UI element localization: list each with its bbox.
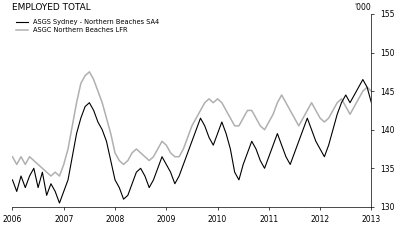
ASGS Sydney - Northern Beaches SA4 xyxy=(262,167,267,170)
Line: ASGC Northern Beaches LFR: ASGC Northern Beaches LFR xyxy=(12,37,397,176)
ASGS Sydney - Northern Beaches SA4 xyxy=(258,159,263,162)
ASGC Northern Beaches LFR xyxy=(262,128,267,131)
ASGS Sydney - Northern Beaches SA4 xyxy=(10,178,15,181)
ASGC Northern Beaches LFR xyxy=(258,124,263,127)
ASGS Sydney - Northern Beaches SA4 xyxy=(57,202,62,204)
ASGC Northern Beaches LFR xyxy=(10,155,15,158)
Legend: ASGS Sydney - Northern Beaches SA4, ASGC Northern Beaches LFR: ASGS Sydney - Northern Beaches SA4, ASGC… xyxy=(16,19,159,33)
Text: EMPLOYED TOTAL: EMPLOYED TOTAL xyxy=(12,3,91,12)
Text: '000: '000 xyxy=(355,3,371,12)
Line: ASGS Sydney - Northern Beaches SA4: ASGS Sydney - Northern Beaches SA4 xyxy=(12,52,397,203)
ASGC Northern Beaches LFR xyxy=(48,175,53,177)
